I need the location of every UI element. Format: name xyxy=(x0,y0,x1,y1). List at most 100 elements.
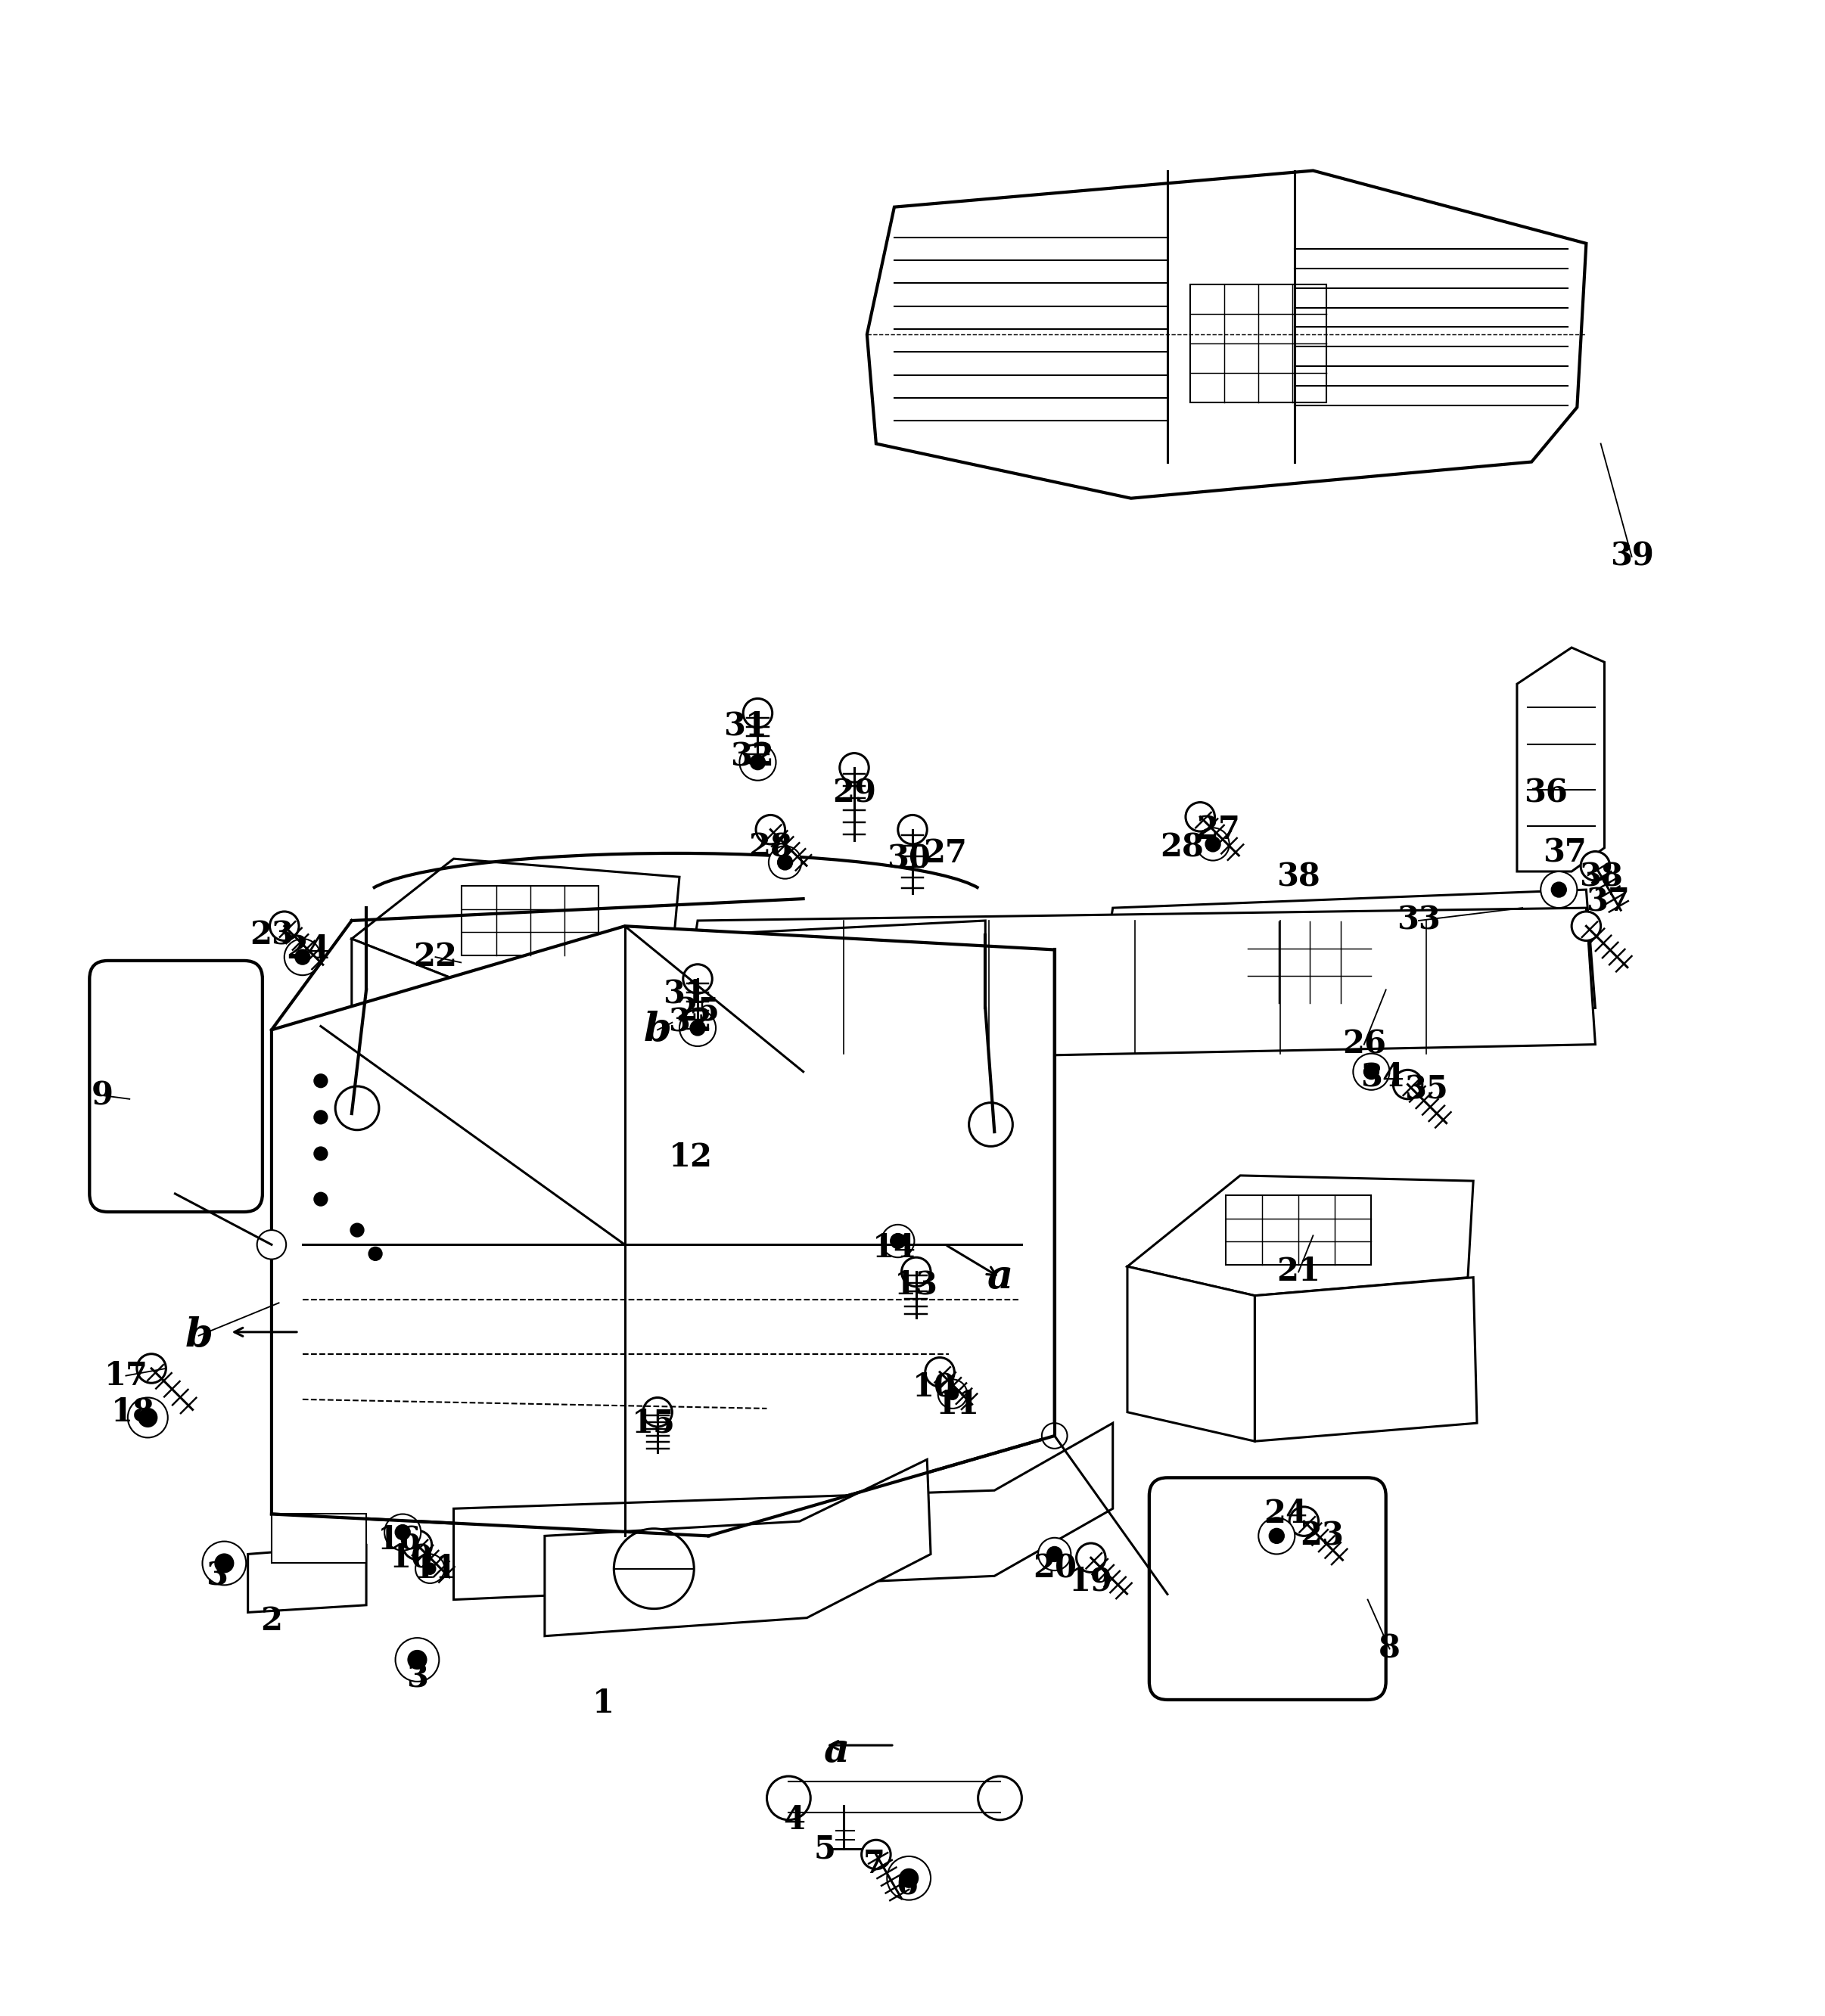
Text: 7: 7 xyxy=(863,1849,885,1879)
Circle shape xyxy=(679,1010,715,1046)
Circle shape xyxy=(1392,1070,1422,1099)
Text: 23: 23 xyxy=(250,919,294,952)
Text: b: b xyxy=(644,1010,672,1048)
Circle shape xyxy=(128,1397,168,1437)
Circle shape xyxy=(766,1776,810,1820)
Text: 13: 13 xyxy=(894,1268,938,1300)
Circle shape xyxy=(1259,1518,1296,1554)
Text: 20: 20 xyxy=(1033,1552,1077,1585)
Circle shape xyxy=(861,1841,891,1869)
Circle shape xyxy=(416,1554,445,1583)
Polygon shape xyxy=(352,859,679,986)
Text: 37: 37 xyxy=(1586,887,1630,919)
Circle shape xyxy=(900,1869,918,1887)
Circle shape xyxy=(139,1409,157,1427)
Text: 38: 38 xyxy=(1579,861,1622,893)
Polygon shape xyxy=(1095,889,1595,1026)
Polygon shape xyxy=(1226,1195,1371,1264)
Circle shape xyxy=(840,754,869,782)
Circle shape xyxy=(409,1651,427,1669)
Circle shape xyxy=(314,1111,328,1125)
Circle shape xyxy=(385,1514,422,1550)
Polygon shape xyxy=(272,925,1055,1536)
Text: 37: 37 xyxy=(1542,837,1586,869)
Text: 6: 6 xyxy=(896,1869,918,1901)
Circle shape xyxy=(1197,829,1230,861)
Text: 19: 19 xyxy=(1069,1566,1113,1597)
Circle shape xyxy=(1352,1054,1389,1091)
Text: 1: 1 xyxy=(591,1687,613,1720)
Polygon shape xyxy=(675,921,986,1062)
Circle shape xyxy=(1571,911,1601,941)
Circle shape xyxy=(925,1357,954,1387)
Circle shape xyxy=(613,1528,693,1609)
Polygon shape xyxy=(1128,1175,1473,1296)
Text: 5: 5 xyxy=(814,1833,836,1865)
Circle shape xyxy=(314,1191,328,1206)
Text: 12: 12 xyxy=(668,1141,712,1173)
Text: 26: 26 xyxy=(1341,1028,1385,1060)
Text: 9: 9 xyxy=(91,1079,113,1111)
Text: 8: 8 xyxy=(1378,1633,1400,1665)
Text: 27: 27 xyxy=(923,837,967,869)
Text: a: a xyxy=(823,1732,849,1770)
Text: 28: 28 xyxy=(748,833,792,863)
Circle shape xyxy=(938,1379,967,1409)
Circle shape xyxy=(978,1776,1022,1820)
Text: 14: 14 xyxy=(872,1232,916,1264)
Text: 32: 32 xyxy=(730,742,774,772)
Text: 28: 28 xyxy=(1161,833,1204,863)
Text: 35: 35 xyxy=(1403,1075,1447,1107)
Text: 3: 3 xyxy=(407,1661,429,1693)
Circle shape xyxy=(1363,1064,1378,1079)
Text: 10: 10 xyxy=(391,1542,434,1574)
Circle shape xyxy=(891,1234,905,1248)
Text: 36: 36 xyxy=(1524,778,1568,808)
Circle shape xyxy=(768,847,801,879)
Text: 23: 23 xyxy=(1299,1520,1343,1552)
Text: 27: 27 xyxy=(1197,814,1241,845)
Text: 4: 4 xyxy=(783,1804,805,1837)
Circle shape xyxy=(396,1524,411,1540)
Polygon shape xyxy=(462,887,599,956)
Polygon shape xyxy=(1190,284,1327,403)
Circle shape xyxy=(369,1246,383,1262)
Text: 38: 38 xyxy=(1277,861,1319,893)
Text: 31: 31 xyxy=(662,978,706,1010)
Circle shape xyxy=(1186,802,1215,831)
Circle shape xyxy=(296,950,310,964)
Polygon shape xyxy=(352,939,473,1149)
Circle shape xyxy=(1290,1506,1318,1536)
Polygon shape xyxy=(1256,1278,1476,1441)
Circle shape xyxy=(336,1087,380,1129)
Circle shape xyxy=(947,1389,958,1399)
Text: 33: 33 xyxy=(1396,905,1440,937)
Text: 17: 17 xyxy=(104,1361,148,1391)
Text: 24: 24 xyxy=(287,933,330,966)
Polygon shape xyxy=(1517,647,1604,871)
Circle shape xyxy=(898,814,927,845)
Circle shape xyxy=(350,1224,365,1238)
Text: 29: 29 xyxy=(832,778,876,808)
Circle shape xyxy=(215,1554,234,1572)
Polygon shape xyxy=(248,1544,367,1613)
Text: 39: 39 xyxy=(1610,540,1653,573)
Circle shape xyxy=(1551,883,1566,897)
Polygon shape xyxy=(454,1423,1113,1599)
Circle shape xyxy=(285,939,321,976)
Text: 24: 24 xyxy=(1265,1498,1309,1530)
Text: 31: 31 xyxy=(723,710,766,742)
Circle shape xyxy=(403,1530,433,1560)
Circle shape xyxy=(1206,837,1221,851)
Text: 2: 2 xyxy=(261,1605,283,1637)
Circle shape xyxy=(683,964,712,994)
Text: a: a xyxy=(987,1258,1013,1296)
Circle shape xyxy=(270,911,299,941)
Polygon shape xyxy=(544,1460,931,1637)
Text: 34: 34 xyxy=(1360,1060,1403,1093)
Circle shape xyxy=(1038,1538,1071,1570)
Polygon shape xyxy=(1248,921,1371,1004)
FancyBboxPatch shape xyxy=(1150,1478,1385,1699)
Circle shape xyxy=(739,744,776,780)
Circle shape xyxy=(777,855,792,869)
